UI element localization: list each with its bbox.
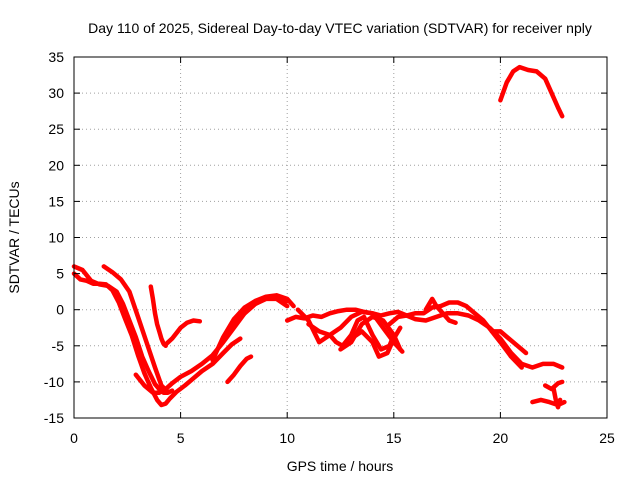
y-tick-label: 5	[56, 266, 64, 282]
series-line-s9	[225, 354, 254, 385]
y-tick-label: 25	[48, 121, 64, 137]
x-tick-label: 15	[386, 430, 402, 446]
series-line-s15	[387, 300, 524, 370]
chart-title: Day 110 of 2025, Sidereal Day-to-day VTE…	[88, 20, 592, 36]
y-tick-label: 15	[48, 193, 64, 209]
y-tick-label: -5	[52, 338, 65, 354]
x-axis-label: GPS time / hours	[287, 458, 394, 474]
series-line-s14	[348, 325, 403, 359]
series-line-s11	[295, 307, 405, 354]
series-line-s12	[306, 314, 397, 352]
y-tick-label: 10	[48, 230, 64, 246]
series-line-s21	[551, 386, 563, 410]
x-tick-label: 0	[70, 430, 78, 446]
x-tick-label: 25	[599, 430, 615, 446]
series-layer	[71, 64, 567, 410]
y-tick-label: 0	[56, 302, 64, 318]
axis-ticks: 0 5 10 15 20 25 -15 -10 -5 0 5 10 15 20 25 30 35	[44, 49, 615, 446]
series-line-s3	[101, 264, 171, 395]
x-tick-label: 5	[177, 430, 185, 446]
y-tick-label: -15	[44, 410, 64, 426]
y-tick-label: 20	[48, 157, 64, 173]
x-tick-label: 20	[493, 430, 509, 446]
series-line-s16	[423, 296, 458, 325]
series-line-s20	[542, 379, 565, 392]
series-line-s10	[284, 307, 565, 370]
y-axis-label: SDTVAR / TECUs	[6, 181, 22, 293]
y-tick-label: -10	[44, 374, 64, 390]
series-line-s17	[489, 329, 529, 356]
y-tick-label: 35	[48, 49, 64, 65]
series-line-s6	[163, 318, 203, 347]
y-tick-label: 30	[48, 85, 64, 101]
series-line-s18	[498, 64, 565, 119]
series-line-s8	[220, 294, 290, 341]
series-line-s5	[148, 284, 168, 349]
x-tick-label: 10	[279, 430, 295, 446]
